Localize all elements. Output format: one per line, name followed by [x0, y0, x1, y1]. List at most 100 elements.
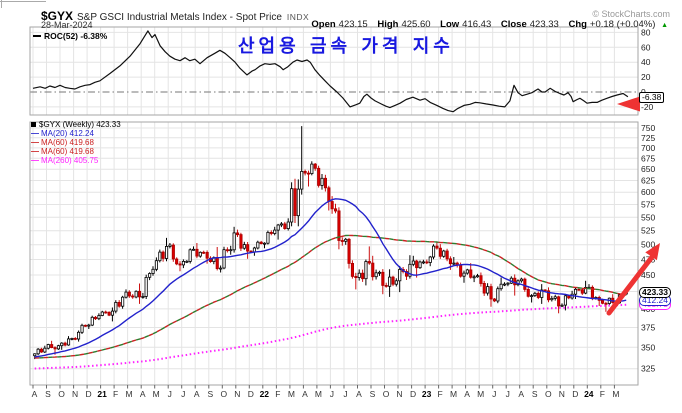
svg-text:600: 600 — [641, 187, 655, 197]
svg-text:J: J — [330, 389, 334, 399]
svg-text:M: M — [477, 389, 484, 399]
svg-text:J: J — [492, 389, 496, 399]
svg-text:A: A — [302, 389, 308, 399]
svg-text:M: M — [315, 389, 322, 399]
svg-text:S: S — [370, 389, 376, 399]
low-value: 416.43 — [462, 19, 492, 30]
svg-text:A: A — [194, 389, 200, 399]
svg-text:F: F — [437, 389, 442, 399]
svg-text:F: F — [600, 389, 605, 399]
svg-text:550: 550 — [641, 212, 655, 222]
price-tag: 423.33 — [639, 287, 671, 299]
svg-text:525: 525 — [641, 226, 655, 236]
corner-crop-mark — [1, 0, 2, 8]
svg-text:40: 40 — [641, 57, 651, 67]
svg-text:500: 500 — [641, 240, 655, 250]
close-label: Close — [500, 19, 527, 30]
square-swatch-icon — [31, 122, 36, 127]
svg-text:A: A — [356, 389, 362, 399]
svg-text:-20: -20 — [641, 102, 654, 112]
svg-text:J: J — [181, 389, 185, 399]
svg-text:750: 750 — [641, 123, 655, 133]
chg-label: Chg — [568, 19, 587, 30]
exchange-label: INDX — [286, 12, 310, 22]
line-swatch-icon: — — [31, 156, 39, 165]
svg-text:M: M — [450, 389, 457, 399]
high-value: 425.60 — [401, 19, 431, 30]
svg-text:575: 575 — [641, 200, 655, 210]
svg-text:24: 24 — [584, 389, 594, 399]
main-legend: $GYX (Weekly) 423.33— MA(20) 412.24— MA(60… — [31, 120, 121, 165]
svg-text:D: D — [572, 389, 578, 399]
ma60-line-alt — [34, 234, 627, 359]
up-arrow-head-icon — [645, 243, 660, 261]
svg-text:A: A — [32, 389, 38, 399]
svg-text:O: O — [220, 389, 227, 399]
ma20-line — [34, 198, 627, 358]
annotation-title: 산업용 금속 가격 지수 — [238, 36, 454, 57]
svg-text:D: D — [410, 389, 416, 399]
gridlines — [30, 27, 638, 385]
ma60-line — [34, 234, 627, 359]
svg-text:725: 725 — [641, 133, 655, 143]
time-axis: A S O N D 21 F M A M J J A S O N D 22 F M A M J J A S O N D 23 F M A M J J A… — [32, 385, 619, 399]
svg-text:N: N — [559, 389, 565, 399]
candlesticks — [33, 126, 628, 360]
svg-text:M: M — [288, 389, 295, 399]
open-label: Open — [311, 19, 336, 30]
svg-text:23: 23 — [422, 389, 432, 399]
svg-text:F: F — [113, 389, 118, 399]
svg-text:700: 700 — [641, 143, 655, 153]
svg-text:N: N — [396, 389, 402, 399]
arrow-annotations — [606, 96, 660, 316]
svg-text:O: O — [545, 389, 552, 399]
up-triangle-icon: ▲ — [661, 22, 668, 29]
svg-text:S: S — [532, 389, 538, 399]
legend-entry-symbol: $GYX (Weekly) 423.33 — [31, 120, 121, 129]
svg-text:F: F — [275, 389, 280, 399]
legend-entry-ma: — MA(60) 419.68 — [31, 147, 94, 156]
legend-entry-ma: — MA(260) 405.75 — [31, 156, 99, 165]
svg-text:D: D — [248, 389, 254, 399]
line-swatch-icon: — — [31, 129, 39, 138]
roc-legend: ROC(52) -6.38% — [33, 31, 107, 41]
svg-text:N: N — [72, 389, 78, 399]
svg-text:J: J — [168, 389, 172, 399]
svg-text:J: J — [343, 389, 347, 399]
svg-text:650: 650 — [641, 164, 655, 174]
roc-value-tag: -6.38 — [639, 91, 665, 103]
svg-text:S: S — [45, 389, 51, 399]
svg-text:M: M — [153, 389, 160, 399]
roc-arrowhead-icon — [617, 96, 640, 112]
ma260-line — [34, 303, 627, 370]
chart-header: $GYX S&P GSCI Industrial Metals Index - S… — [41, 7, 309, 25]
corner-crop-mark — [0, 1, 46, 2]
low-label: Low — [440, 19, 460, 30]
up-arrow-shaft — [606, 254, 655, 316]
close-value: 423.33 — [529, 19, 559, 30]
high-label: High — [377, 19, 399, 30]
svg-text:A: A — [464, 389, 470, 399]
symbol: $GYX — [41, 9, 74, 23]
svg-text:A: A — [140, 389, 146, 399]
price-axis: 806040200-207507257006756506256005755505… — [641, 27, 655, 373]
line-swatch-icon — [33, 35, 41, 37]
svg-text:S: S — [207, 389, 213, 399]
svg-text:A: A — [518, 389, 524, 399]
svg-text:450: 450 — [641, 270, 655, 280]
panel-borders — [29, 26, 639, 386]
chg-value: +0.18 (+0.04%) — [589, 19, 656, 30]
svg-text:D: D — [86, 389, 92, 399]
line-swatch-icon: — — [31, 147, 39, 156]
svg-text:21: 21 — [97, 389, 107, 399]
svg-text:350: 350 — [641, 342, 655, 352]
instrument-name: S&P GSCI Industrial Metals Index - Spot … — [77, 12, 282, 23]
svg-text:325: 325 — [641, 364, 655, 374]
chart-date: 28-Mar-2024 — [41, 20, 93, 30]
svg-text:625: 625 — [641, 176, 655, 186]
legend-entry-ma: — MA(60) 419.68 — [31, 138, 94, 147]
svg-text:20: 20 — [641, 72, 651, 82]
svg-text:M: M — [126, 389, 133, 399]
svg-text:80: 80 — [641, 27, 651, 37]
